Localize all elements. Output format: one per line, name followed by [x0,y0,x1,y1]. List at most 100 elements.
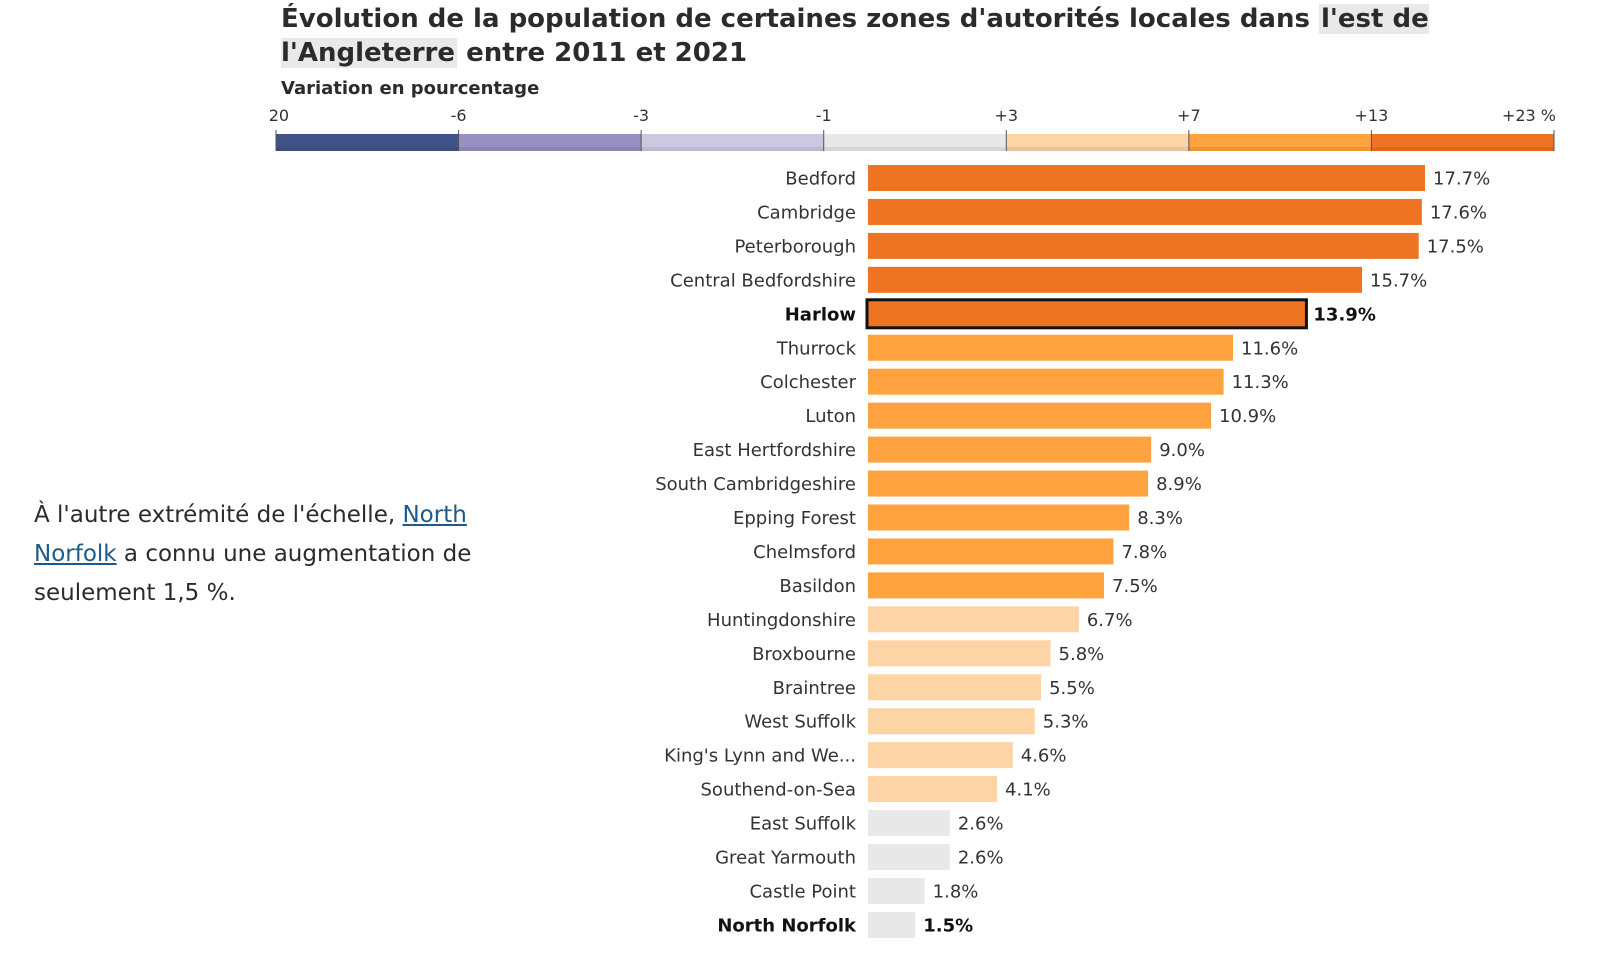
value-label: 13.9% [1313,304,1375,325]
value-label: 17.7% [1433,169,1490,190]
bar-group-braintree: Braintree 5.5% [773,674,1095,701]
category-label: Huntingdonshire [707,610,856,631]
bar-north-norfolk [868,911,916,938]
bar-group-epping-forest: Epping Forest 8.3% [733,504,1183,531]
bar-thurrock [868,334,1234,361]
legend-tick-label: -3 [633,106,649,125]
value-label: 2.6% [958,814,1004,835]
category-label: North Norfolk [717,915,857,936]
category-label: Thurrock [776,338,857,359]
bar-southend-on-sea [868,776,998,803]
value-label: 4.6% [1021,746,1067,767]
bar-group-peterborough: Peterborough 17.5% [734,232,1484,259]
bar-group-chelmsford: Chelmsford 7.8% [753,538,1167,565]
bar-group-bedford: Bedford 17.7% [785,165,1490,191]
bar-bedford [868,165,1425,191]
legend-tick-label: +13 [1355,106,1389,125]
bar-south-cambridgeshire [868,470,1149,497]
value-label: 2.6% [958,848,1004,869]
bar-castle-point [868,877,925,904]
bar-group-east-hertfordshire: East Hertfordshire 9.0% [693,436,1205,463]
chart-title-start: Évolution de la population de certaines … [281,4,1320,34]
bar-great-yarmouth [868,844,950,870]
category-label: Colchester [760,372,856,393]
bar-huntingdonshire [868,606,1079,633]
bar-cambridge [868,198,1422,225]
legend-band [823,134,1007,151]
category-label: Great Yarmouth [715,848,856,869]
category-label: Harlow [785,304,856,325]
bar-group-basildon: Basildon 7.5% [779,572,1158,599]
value-label: 6.7% [1087,610,1133,631]
legend-tick-label: -6 [451,106,467,125]
legend-tick-label: -1 [816,106,832,125]
category-label: Epping Forest [733,508,856,529]
category-label: King's Lynn and We... [664,746,856,767]
color-scale-legend: -20 -6 -3 -1 +3 +7 +13 +23 % [270,106,1556,151]
category-label: Basildon [779,576,856,597]
category-label: Braintree [773,678,856,699]
legend-band [1006,134,1189,151]
bar-east-hertfordshire [868,436,1152,463]
bar-group-east-suffolk: East Suffolk 2.6% [750,810,1004,837]
legend-tick-label: +7 [1177,106,1201,125]
bar-central-bedfordshire [868,266,1363,293]
legend-band [641,134,824,151]
bar-group-harlow: Harlow 13.9% [785,298,1376,330]
value-label: 5.3% [1043,712,1089,733]
bar-luton [868,402,1212,429]
bar-group-cambridge: Cambridge 17.6% [757,198,1487,225]
category-label: Castle Point [749,881,856,902]
value-label: 4.1% [1005,780,1051,801]
bar-group-thurrock: Thurrock 11.6% [776,334,1298,361]
bar-group-huntingdonshire: Huntingdonshire 6.7% [707,606,1133,633]
value-label: 1.5% [923,915,973,936]
category-label: Central Bedfordshire [670,270,856,291]
bar-group-north-norfolk: North Norfolk 1.5% [717,911,973,938]
chart-title-end: entre 2011 et 2021 [457,38,748,68]
bar-group-colchester: Colchester 11.3% [760,368,1289,395]
chart-title: Évolution de la population de certaines … [281,2,1581,70]
legend-band [276,134,459,151]
value-label: 9.0% [1159,440,1205,461]
north-norfolk-link[interactable]: North Norfolk [34,502,467,567]
value-label: 17.6% [1430,202,1487,223]
category-label: Peterborough [734,236,856,257]
bar-group-king-s-lynn-and-we: King's Lynn and We... 4.6% [664,742,1067,769]
category-label: East Suffolk [750,814,857,835]
bar-group-castle-point: Castle Point 1.8% [749,877,978,904]
category-label: Broxbourne [752,644,856,665]
bar-group-southend-on-sea: Southend-on-Sea 4.1% [701,776,1051,803]
bar-group-west-suffolk: West Suffolk 5.3% [744,708,1089,735]
bar-colchester [868,368,1224,395]
value-label: 17.5% [1427,236,1484,257]
value-label: 7.5% [1112,576,1158,597]
bar-epping-forest [868,504,1130,531]
bar-harlow [865,298,1308,330]
annotation-text: À l'autre extrémité de l'échelle, North … [34,496,534,613]
bar-king-s-lynn-and-we [868,742,1013,769]
value-label: 5.5% [1049,678,1095,699]
bar-broxbourne [868,640,1051,667]
value-label: 8.3% [1137,508,1183,529]
bar-group-central-bedfordshire: Central Bedfordshire 15.7% [670,266,1427,293]
value-label: 7.8% [1121,542,1167,563]
legend-tick-label: +3 [994,106,1018,125]
bar-chelmsford [868,538,1114,565]
value-label: 11.6% [1241,338,1298,359]
category-label: Southend-on-Sea [701,780,857,801]
bar-group-luton: Luton 10.9% [805,402,1276,429]
legend-band [458,134,642,151]
legend-title: Variation en pourcentage [281,78,540,99]
category-label: Luton [805,406,856,427]
category-label: West Suffolk [744,712,856,733]
category-label: South Cambridgeshire [655,474,856,495]
value-label: 11.3% [1232,372,1289,393]
category-label: East Hertfordshire [693,440,856,461]
bar-basildon [868,572,1105,599]
legend-band [1371,134,1554,151]
annotation-text-end: a connu une augmentation de seulement 1,… [34,541,472,606]
bar-group-great-yarmouth: Great Yarmouth 2.6% [715,844,1004,870]
bar-braintree [868,674,1042,701]
